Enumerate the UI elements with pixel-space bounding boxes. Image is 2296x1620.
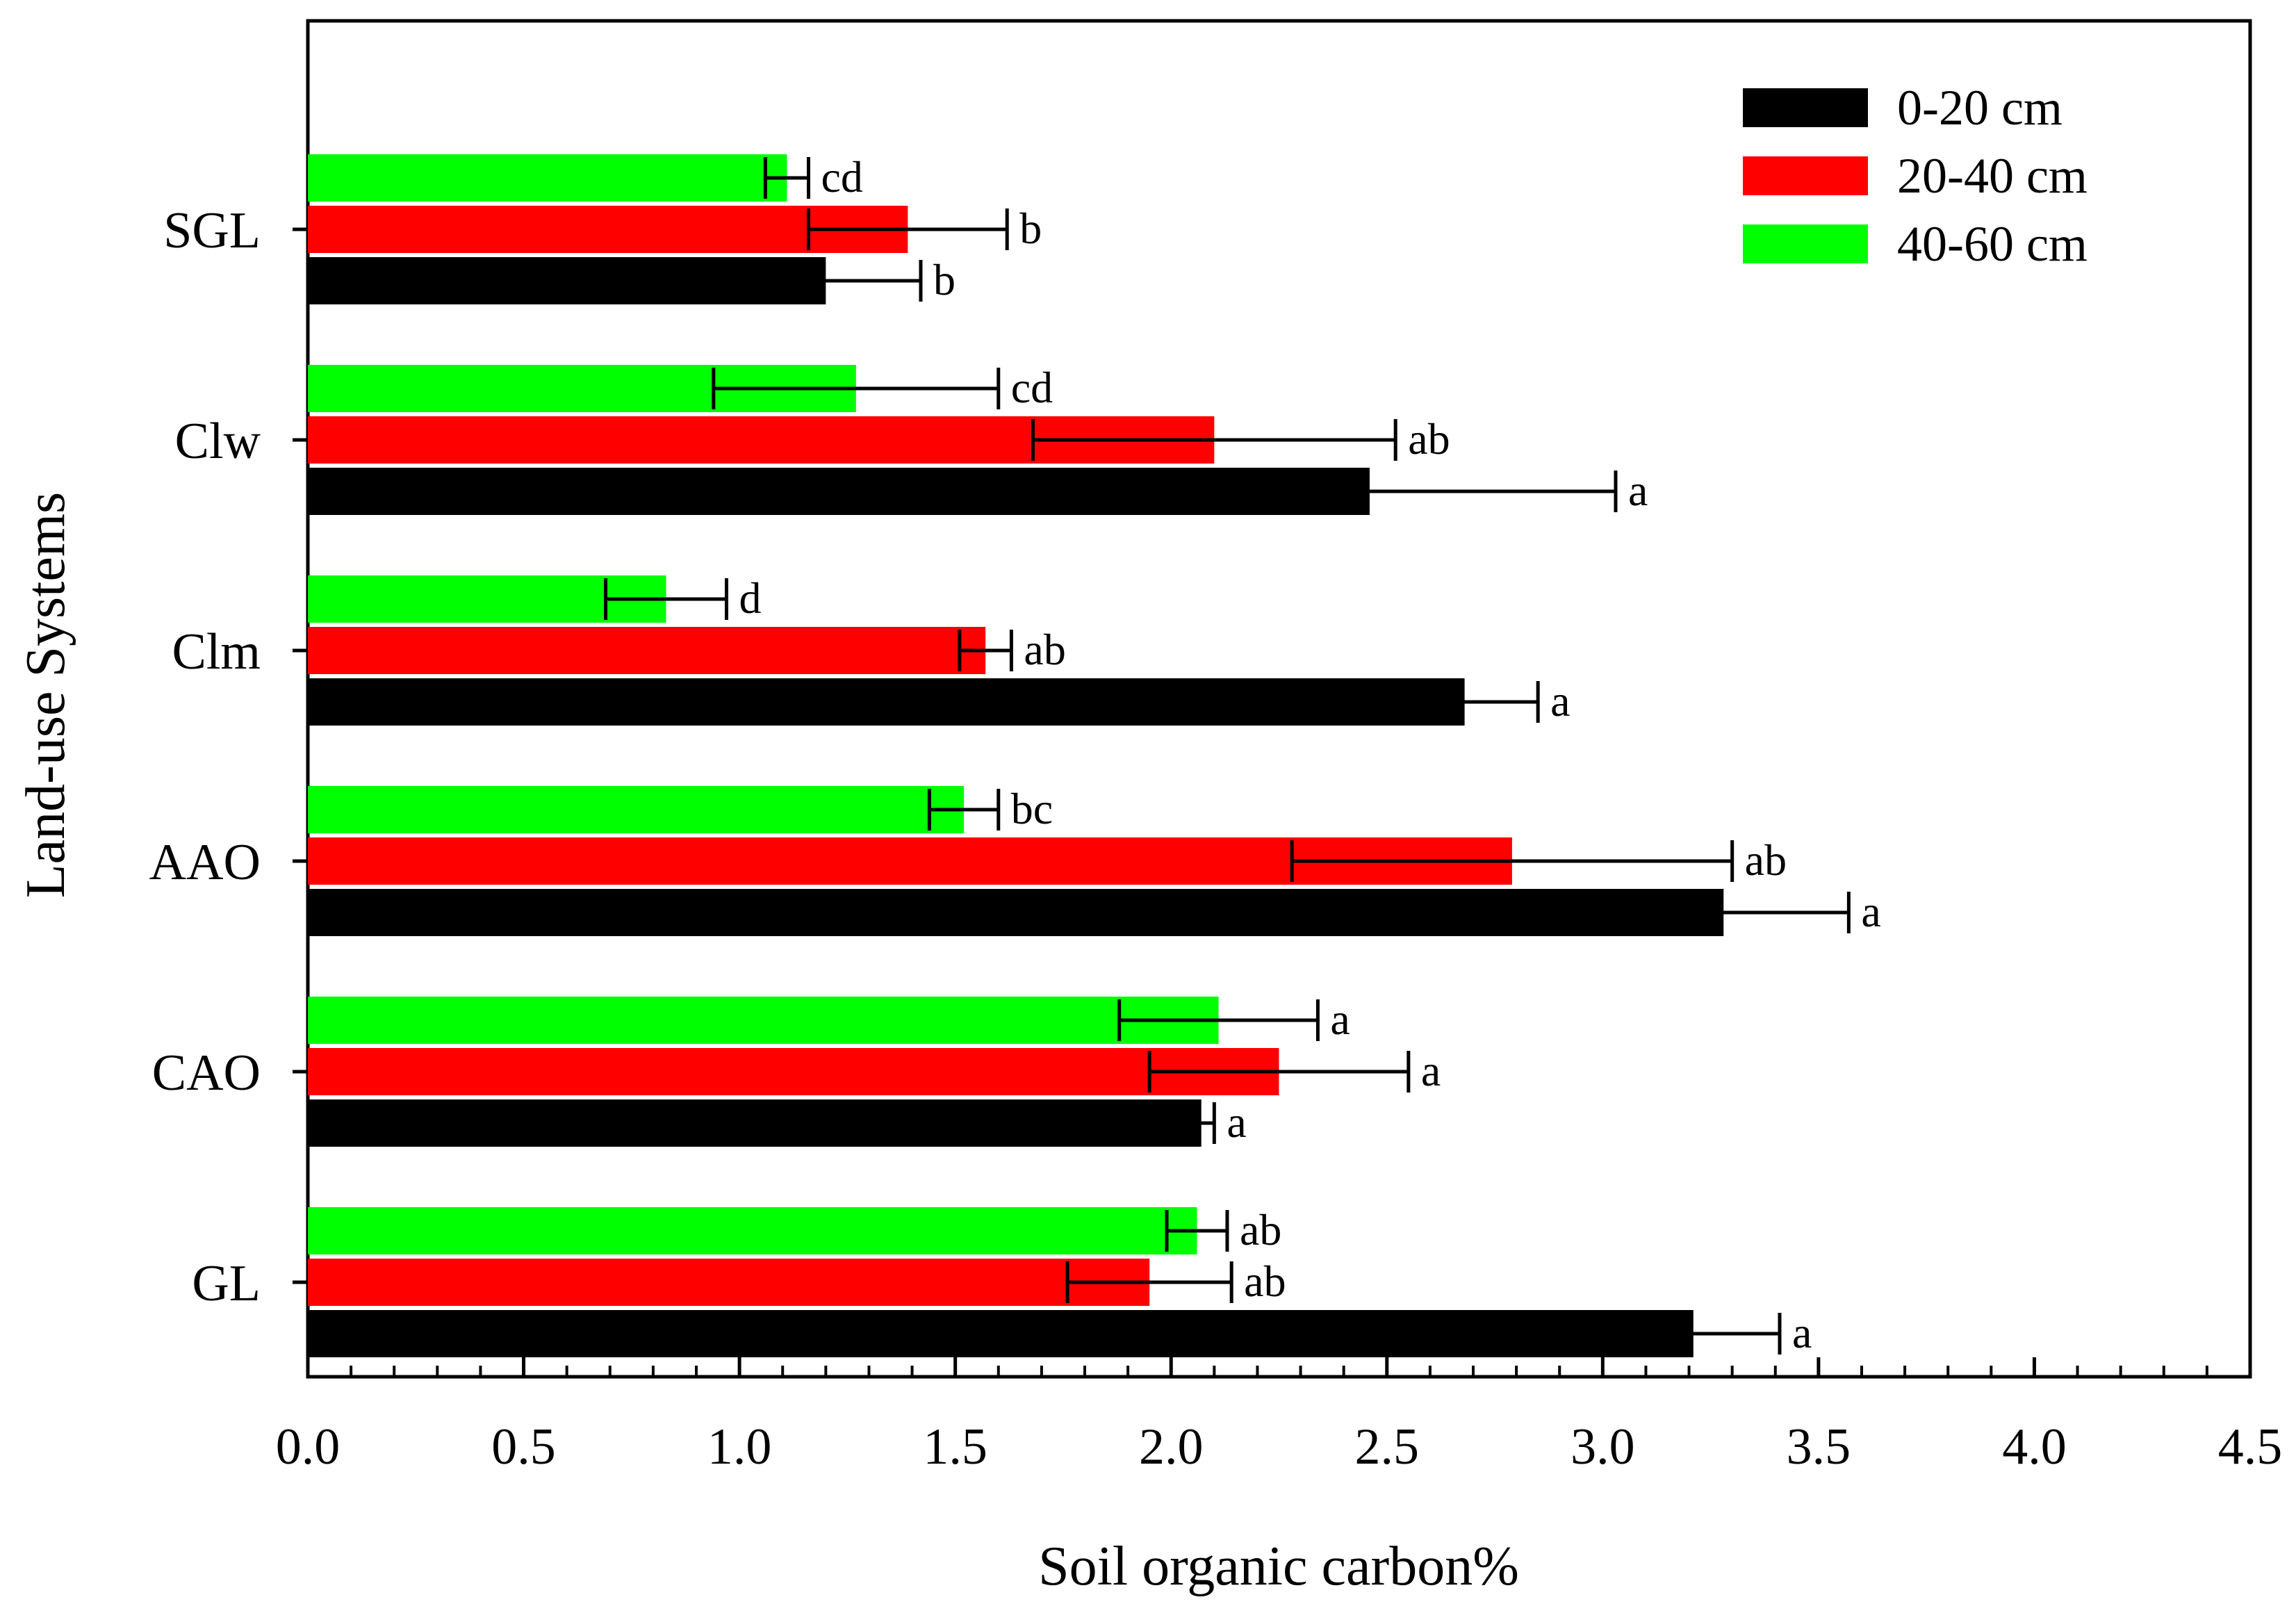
y-tick-label: SGL [163, 202, 261, 259]
bar [308, 154, 787, 202]
x-tick-label: 2.5 [1355, 1418, 1420, 1475]
bar [308, 1259, 1150, 1306]
y-tick-label: Clm [172, 623, 261, 680]
legend-label: 0-20 cm [1897, 80, 2063, 136]
significance-label: ab [1240, 1205, 1281, 1254]
x-tick-label: 3.5 [1787, 1418, 1851, 1475]
x-axis-title: Soil organic carbon% [1038, 1536, 1519, 1597]
significance-label: cd [821, 152, 862, 202]
significance-label: a [1550, 676, 1570, 726]
legend-swatch [1743, 224, 1868, 263]
significance-label: ab [1244, 1257, 1286, 1306]
bar [308, 889, 1724, 936]
legend-label: 20-40 cm [1897, 148, 2088, 204]
significance-label: ab [1408, 414, 1450, 464]
legend-label: 40-60 cm [1897, 216, 2088, 272]
bar [308, 1207, 1197, 1254]
significance-label: b [1019, 204, 1042, 253]
significance-label: a [1628, 466, 1648, 515]
y-axis-title: Land-use Systems [15, 492, 76, 898]
significance-label: a [1421, 1046, 1441, 1095]
x-tick-label: 4.5 [2218, 1418, 2283, 1475]
legend: 0-20 cm 20-40 cm 40-60 cm [1743, 80, 2088, 272]
y-tick-label: CAO [152, 1045, 261, 1102]
significance-label: a [1330, 995, 1350, 1044]
bar [308, 627, 986, 674]
x-tick-label: 0.5 [491, 1418, 556, 1475]
significance-label: a [1861, 887, 1880, 936]
y-tick-label: Clw [175, 413, 261, 470]
x-tick-label: 1.0 [707, 1418, 772, 1475]
significance-label: cd [1011, 363, 1053, 412]
x-tick-label: 3.0 [1571, 1418, 1635, 1475]
bar [308, 786, 965, 833]
significance-label: b [933, 255, 956, 304]
significance-label: ab [1745, 835, 1787, 885]
significance-label: ab [1024, 625, 1065, 674]
x-tick-label: 0.0 [276, 1418, 341, 1475]
significance-label: bc [1011, 784, 1053, 833]
bar [308, 1099, 1202, 1147]
significance-label: a [1792, 1308, 1812, 1357]
y-tick-label: AAO [149, 834, 261, 891]
x-tick-label: 4.0 [2002, 1418, 2067, 1475]
significance-label: d [739, 573, 761, 623]
legend-swatch [1743, 88, 1868, 127]
bar [308, 678, 1465, 726]
bar [308, 1310, 1694, 1357]
legend-swatch [1743, 156, 1868, 195]
x-tick-label: 2.0 [1139, 1418, 1204, 1475]
x-tick-label: 1.5 [923, 1418, 987, 1475]
bar [308, 1048, 1279, 1095]
axes-layer: 0.0 0.5 1.0 1.5 2.0 2.5 3.0 3.5 4.0 4.5 SGL Clw Clm A… [149, 202, 2283, 1475]
y-tick-label: GL [192, 1255, 261, 1312]
bar [308, 997, 1219, 1044]
significance-label: a [1227, 1097, 1246, 1147]
